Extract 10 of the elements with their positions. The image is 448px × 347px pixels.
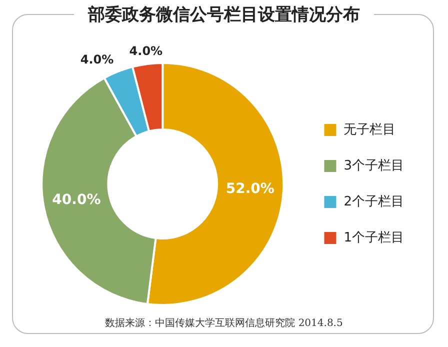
source-note: 数据来源：中国传媒大学互联网信息研究院 2014.8.5 <box>104 316 344 330</box>
data-label: 52.0% <box>226 181 274 198</box>
legend-label: 无子栏目 <box>344 122 396 138</box>
data-label: 4.0% <box>129 44 163 58</box>
data-label: 4.0% <box>80 52 114 66</box>
chart-title: 部委政务微信公号栏目设置情况分布 <box>74 5 374 25</box>
data-label: 40.0% <box>52 192 101 208</box>
legend-label: 1个子栏目 <box>344 230 404 246</box>
legend-label: 2个子栏目 <box>344 194 404 210</box>
legend-label: 3个子栏目 <box>344 158 404 174</box>
